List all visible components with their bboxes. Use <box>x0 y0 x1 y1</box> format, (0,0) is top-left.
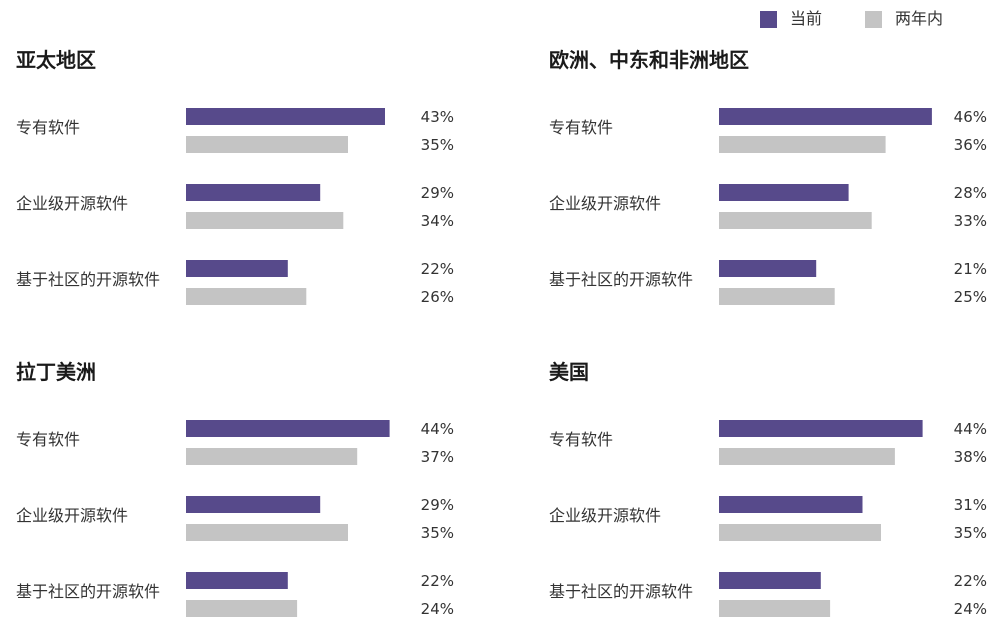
chart-1-data-label: 26% <box>421 288 454 306</box>
chart-3-bar-two-years <box>186 448 358 465</box>
chart-2-data-label: 25% <box>954 288 987 306</box>
chart-4-category-label: 企业级开源软件 <box>549 506 661 525</box>
chart-2-category-label: 基于社区的开源软件 <box>549 270 693 289</box>
chart-3-data-label: 35% <box>421 524 454 542</box>
chart-2-bar-current <box>719 184 849 201</box>
chart-4-category-label: 专有软件 <box>549 430 613 449</box>
chart-3-bar-two-years <box>186 524 348 541</box>
chart-3-bar-current <box>186 572 288 589</box>
legend-swatch-two-years <box>865 11 882 28</box>
chart-4-category-label: 基于社区的开源软件 <box>549 582 693 601</box>
chart-1-data-label: 29% <box>421 184 454 202</box>
chart-4-bar-two-years <box>719 600 831 617</box>
chart-4-bar-two-years <box>719 524 881 541</box>
chart-4-data-label: 44% <box>954 420 987 438</box>
chart-3-bar-current <box>186 420 390 437</box>
chart-1-bar-two-years <box>186 288 307 305</box>
chart-3-category-label: 企业级开源软件 <box>16 506 128 525</box>
chart-1-data-label: 22% <box>421 260 454 278</box>
legend-swatch-current <box>760 11 777 28</box>
chart-2-data-label: 46% <box>954 108 987 126</box>
chart-4-bar-current <box>719 496 863 513</box>
chart-3-category-label: 专有软件 <box>16 430 80 449</box>
chart-4-data-label: 31% <box>954 496 987 514</box>
chart-3-bar-two-years <box>186 600 298 617</box>
chart-3-data-label: 24% <box>421 600 454 618</box>
chart-4-bar-current <box>719 572 821 589</box>
chart-2-category-label: 专有软件 <box>549 118 613 137</box>
legend-label-two-years: 两年内 <box>895 9 944 28</box>
chart-2-data-label: 21% <box>954 260 987 278</box>
chart-1-data-label: 35% <box>421 136 454 154</box>
chart-2-bar-two-years <box>719 212 872 229</box>
chart-1-bar-current <box>186 260 288 277</box>
chart-1-bar-current <box>186 108 385 125</box>
chart-2-category-label: 企业级开源软件 <box>549 194 661 213</box>
chart-1-data-label: 34% <box>421 212 454 230</box>
chart-2-bar-two-years <box>719 288 835 305</box>
chart-2-bar-current <box>719 108 932 125</box>
chart-3-data-label: 22% <box>421 572 454 590</box>
chart-2-title: 欧洲、中东和非洲地区 <box>549 48 749 72</box>
chart-2-data-label: 33% <box>954 212 987 230</box>
chart-1-category-label: 专有软件 <box>16 118 80 137</box>
chart-1-bar-two-years <box>186 136 348 153</box>
chart-3-category-label: 基于社区的开源软件 <box>16 582 160 601</box>
chart-4-data-label: 35% <box>954 524 987 542</box>
chart-4-title: 美国 <box>549 360 589 384</box>
chart-4-bar-current <box>719 420 923 437</box>
chart-3-bar-current <box>186 496 321 513</box>
chart-3-data-label: 37% <box>421 448 454 466</box>
chart-4-data-label: 22% <box>954 572 987 590</box>
chart-1-bar-current <box>186 184 321 201</box>
chart-3-title: 拉丁美洲 <box>16 360 96 384</box>
chart-3-data-label: 44% <box>421 420 454 438</box>
chart-4-data-label: 38% <box>954 448 987 466</box>
chart-2-bar-current <box>719 260 817 277</box>
chart-1-title: 亚太地区 <box>16 48 96 72</box>
chart-3-data-label: 29% <box>421 496 454 514</box>
chart-1-category-label: 企业级开源软件 <box>16 194 128 213</box>
chart-2-data-label: 28% <box>954 184 987 202</box>
chart-2-bar-two-years <box>719 136 886 153</box>
legend-label-current: 当前 <box>790 9 823 28</box>
chart-1-category-label: 基于社区的开源软件 <box>16 270 160 289</box>
chart-4-data-label: 24% <box>954 600 987 618</box>
chart-2-data-label: 36% <box>954 136 987 154</box>
chart-1-data-label: 43% <box>421 108 454 126</box>
chart-1-bar-two-years <box>186 212 344 229</box>
chart-4-bar-two-years <box>719 448 895 465</box>
